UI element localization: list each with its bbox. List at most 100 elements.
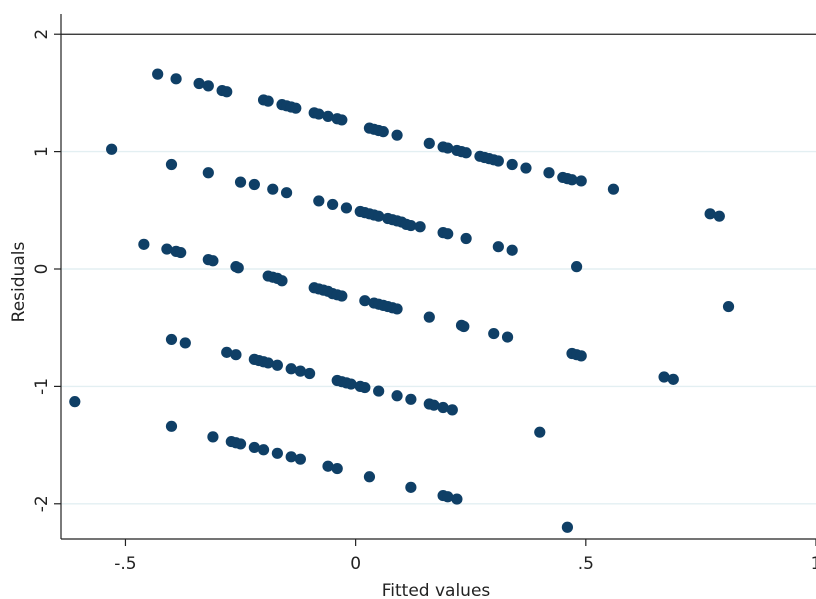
data-point xyxy=(202,167,214,179)
data-point xyxy=(232,262,244,274)
data-point xyxy=(234,176,247,188)
data-point xyxy=(506,158,518,171)
data-point xyxy=(336,114,348,126)
data-point xyxy=(405,219,417,232)
data-point xyxy=(179,337,191,349)
data-point xyxy=(423,311,435,323)
data-point xyxy=(276,275,288,287)
data-point xyxy=(437,401,449,414)
data-point xyxy=(322,460,334,472)
data-point xyxy=(221,86,233,98)
data-point xyxy=(69,396,81,408)
data-point xyxy=(221,346,233,358)
x-axis-title: Fitted values xyxy=(382,581,491,599)
data-point xyxy=(451,493,463,505)
data-point xyxy=(303,367,316,380)
data-point xyxy=(363,471,376,483)
y-tick-label: 2 xyxy=(32,29,52,40)
data-point xyxy=(248,178,260,191)
data-point xyxy=(501,331,514,343)
data-point xyxy=(607,183,620,195)
data-point xyxy=(571,261,583,273)
data-point xyxy=(248,441,260,454)
data-point xyxy=(414,221,426,233)
y-axis-ticks: -2 -1 0 1 2 xyxy=(32,29,61,512)
data-point xyxy=(460,232,472,245)
data-point xyxy=(442,491,454,503)
data-point xyxy=(534,426,546,438)
data-point xyxy=(294,365,306,377)
data-point xyxy=(165,420,178,432)
data-point xyxy=(152,68,164,80)
data-point xyxy=(428,399,440,411)
data-points xyxy=(69,68,735,533)
y-tick-label: -1 xyxy=(32,378,52,395)
data-point xyxy=(704,208,716,220)
data-point xyxy=(262,95,274,107)
data-point xyxy=(234,438,247,450)
data-point xyxy=(193,77,205,90)
data-point xyxy=(460,147,472,159)
data-point xyxy=(359,381,371,394)
data-point xyxy=(713,210,725,222)
data-point xyxy=(506,244,518,256)
data-point xyxy=(561,521,574,533)
data-point xyxy=(391,390,403,402)
data-point xyxy=(290,102,302,114)
data-point xyxy=(377,126,389,138)
data-point xyxy=(345,378,357,390)
data-point xyxy=(446,404,458,416)
data-point xyxy=(442,142,454,154)
y-axis-title: Residuals xyxy=(9,242,29,323)
data-point xyxy=(405,481,417,493)
data-point xyxy=(423,137,435,149)
data-point xyxy=(271,359,283,371)
data-point xyxy=(106,143,118,155)
data-point xyxy=(207,431,219,443)
data-point xyxy=(175,246,187,259)
y-tick-label: 0 xyxy=(32,264,52,275)
data-point xyxy=(442,228,454,240)
data-point xyxy=(543,167,555,179)
data-point xyxy=(285,451,297,463)
data-point xyxy=(294,453,306,465)
x-axis-ticks: -.5 0 .5 1 xyxy=(114,539,816,574)
data-point xyxy=(271,447,283,459)
x-tick-label: 0 xyxy=(350,554,361,574)
data-point xyxy=(165,158,178,171)
data-point xyxy=(458,320,470,333)
data-point xyxy=(391,129,403,141)
data-point xyxy=(575,350,587,362)
data-point xyxy=(262,357,274,369)
data-point xyxy=(492,241,504,253)
data-point xyxy=(327,198,339,211)
gridlines xyxy=(61,33,816,505)
data-point xyxy=(285,363,297,375)
data-point xyxy=(722,300,735,313)
data-point xyxy=(138,238,150,250)
data-point xyxy=(373,210,385,222)
x-tick-label: .5 xyxy=(578,554,594,574)
x-tick-label: -.5 xyxy=(114,554,136,574)
data-point xyxy=(313,195,325,207)
data-point xyxy=(520,162,532,174)
data-point xyxy=(488,327,500,340)
data-point xyxy=(267,183,279,195)
data-point xyxy=(280,187,293,199)
data-point xyxy=(391,303,403,315)
data-point xyxy=(658,371,670,383)
data-point xyxy=(170,73,182,85)
data-point xyxy=(230,349,242,361)
data-point xyxy=(667,373,679,385)
data-point xyxy=(405,393,417,405)
data-point xyxy=(566,174,578,186)
data-point xyxy=(373,385,385,397)
data-point xyxy=(340,202,353,214)
data-point xyxy=(359,295,371,307)
data-point xyxy=(165,333,178,346)
data-point xyxy=(492,155,504,167)
x-tick-label: 1 xyxy=(811,554,816,574)
y-tick-label: 1 xyxy=(32,146,52,157)
y-tick-label: -2 xyxy=(32,495,52,512)
